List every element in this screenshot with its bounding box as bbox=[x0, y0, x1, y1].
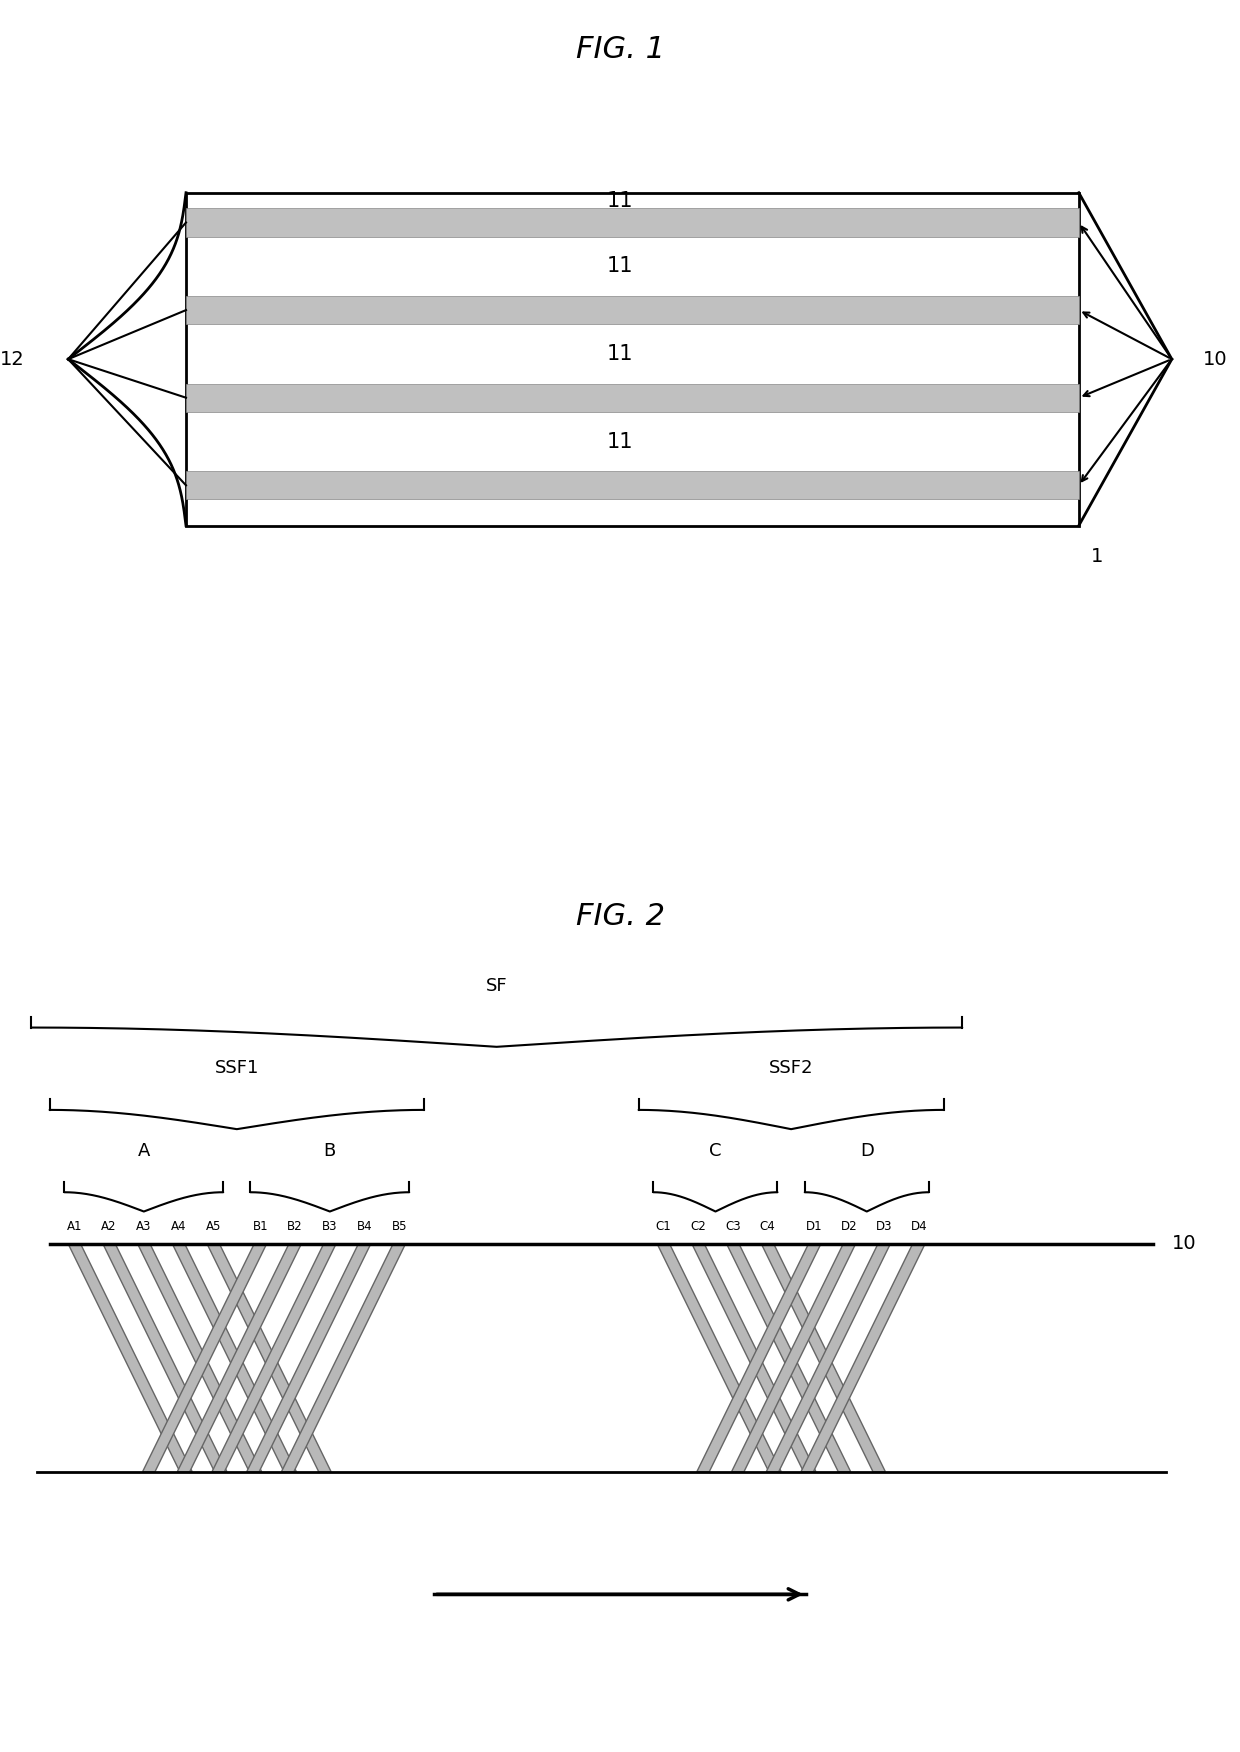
Text: D: D bbox=[859, 1142, 874, 1160]
Polygon shape bbox=[697, 1244, 821, 1472]
Polygon shape bbox=[177, 1244, 301, 1472]
Polygon shape bbox=[68, 1244, 192, 1472]
Text: 1: 1 bbox=[1091, 547, 1104, 566]
Text: 11: 11 bbox=[606, 431, 634, 452]
Polygon shape bbox=[657, 1244, 781, 1472]
Polygon shape bbox=[761, 1244, 885, 1472]
Text: SSF2: SSF2 bbox=[769, 1060, 813, 1077]
Polygon shape bbox=[172, 1244, 296, 1472]
Text: A2: A2 bbox=[102, 1221, 117, 1233]
Text: SF: SF bbox=[486, 978, 507, 995]
Text: C4: C4 bbox=[760, 1221, 775, 1233]
Polygon shape bbox=[143, 1244, 267, 1472]
Polygon shape bbox=[692, 1244, 816, 1472]
Text: C3: C3 bbox=[725, 1221, 740, 1233]
Bar bbox=[186, 384, 1079, 412]
Text: B3: B3 bbox=[322, 1221, 337, 1233]
Text: C2: C2 bbox=[691, 1221, 706, 1233]
Polygon shape bbox=[212, 1244, 336, 1472]
Bar bbox=[186, 208, 1079, 237]
Polygon shape bbox=[103, 1244, 227, 1472]
Text: B: B bbox=[324, 1142, 336, 1160]
Text: B1: B1 bbox=[253, 1221, 268, 1233]
Bar bbox=[186, 193, 1079, 526]
Bar bbox=[186, 471, 1079, 499]
Text: B2: B2 bbox=[288, 1221, 303, 1233]
Text: A1: A1 bbox=[67, 1221, 82, 1233]
Polygon shape bbox=[247, 1244, 371, 1472]
Text: 11: 11 bbox=[606, 191, 634, 210]
Text: B5: B5 bbox=[392, 1221, 407, 1233]
Text: 11: 11 bbox=[606, 343, 634, 364]
Polygon shape bbox=[732, 1244, 856, 1472]
Polygon shape bbox=[766, 1244, 890, 1472]
Text: 12: 12 bbox=[0, 350, 25, 368]
Polygon shape bbox=[207, 1244, 331, 1472]
Polygon shape bbox=[727, 1244, 851, 1472]
Text: D1: D1 bbox=[806, 1221, 823, 1233]
Text: A: A bbox=[138, 1142, 150, 1160]
Text: D2: D2 bbox=[841, 1221, 858, 1233]
Polygon shape bbox=[281, 1244, 405, 1472]
Polygon shape bbox=[801, 1244, 925, 1472]
Text: FIG. 1: FIG. 1 bbox=[575, 35, 665, 65]
Text: A3: A3 bbox=[136, 1221, 151, 1233]
Text: SSF1: SSF1 bbox=[215, 1060, 259, 1077]
Text: C1: C1 bbox=[656, 1221, 671, 1233]
Text: 10: 10 bbox=[1172, 1235, 1197, 1253]
Text: 10: 10 bbox=[1203, 350, 1228, 368]
Text: D4: D4 bbox=[910, 1221, 928, 1233]
Text: A4: A4 bbox=[171, 1221, 186, 1233]
Polygon shape bbox=[138, 1244, 262, 1472]
Text: D3: D3 bbox=[875, 1221, 893, 1233]
Bar bbox=[186, 296, 1079, 324]
Text: 11: 11 bbox=[606, 256, 634, 277]
Text: C: C bbox=[709, 1142, 722, 1160]
Text: B4: B4 bbox=[357, 1221, 372, 1233]
Text: FIG. 2: FIG. 2 bbox=[575, 902, 665, 932]
Text: A5: A5 bbox=[206, 1221, 221, 1233]
